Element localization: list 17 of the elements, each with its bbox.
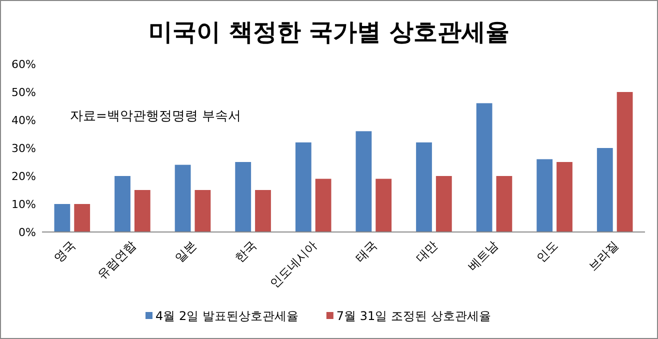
legend-label: 7월 31일 조정된 상호관세율 bbox=[336, 309, 491, 323]
xtick: 인도 bbox=[534, 238, 561, 266]
xtick: 태국 bbox=[352, 238, 380, 266]
ytick: 10% bbox=[12, 198, 36, 211]
ytick: 40% bbox=[12, 114, 36, 127]
xtick: 일본 bbox=[172, 238, 199, 266]
ytick: 50% bbox=[12, 86, 36, 99]
ytick: 30% bbox=[12, 142, 36, 155]
legend-label: 4월 2일 발표된상호관세율 bbox=[156, 309, 298, 323]
ytick: 20% bbox=[12, 170, 36, 183]
ytick: 60% bbox=[12, 58, 36, 71]
title: 미국이 책정한 국가별 상호관세율 bbox=[148, 18, 510, 46]
ytick: 0% bbox=[18, 226, 36, 239]
xtick: 대만 bbox=[413, 238, 440, 266]
xtick: 한국 bbox=[232, 238, 260, 266]
annotation: 자료=백악관행정명령 부속서 bbox=[70, 109, 242, 124]
xtick: 영국 bbox=[51, 238, 78, 266]
